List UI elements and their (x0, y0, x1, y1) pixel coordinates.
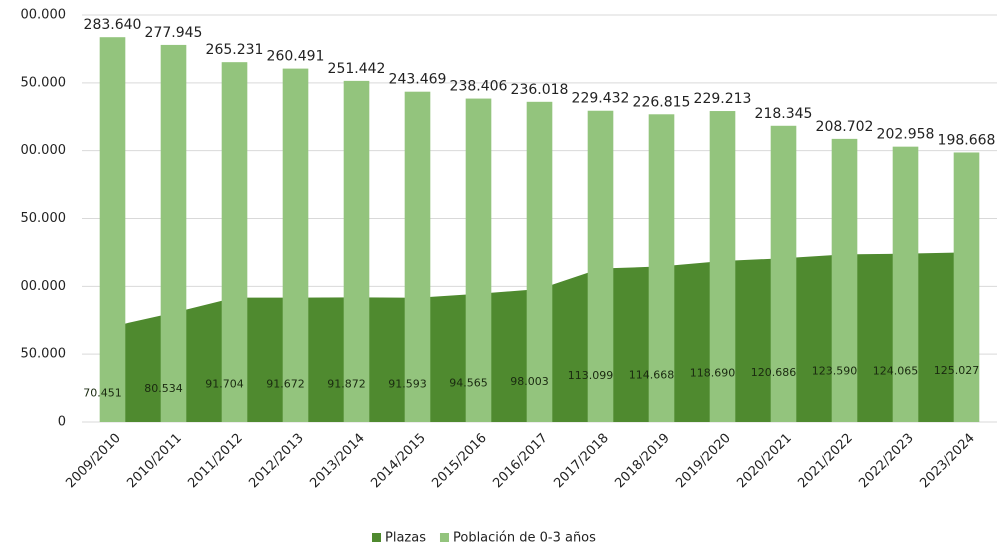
x-tick-label: 2009/2010 (63, 431, 124, 492)
y-tick-label: 50.000 (21, 211, 67, 226)
x-tick-label: 2018/2019 (612, 431, 673, 492)
area-value-label: 123.590 (812, 365, 858, 378)
y-tick-label: 0 (58, 415, 66, 430)
bar (282, 68, 309, 423)
x-tick-label: 2017/2018 (551, 431, 612, 492)
bar (770, 125, 797, 422)
y-tick-label: 50.000 (21, 347, 67, 362)
x-tick-label: 2015/2016 (429, 431, 490, 492)
area-value-label: 70.451 (83, 386, 122, 399)
area-value-label: 114.668 (629, 368, 675, 381)
bar (709, 111, 736, 422)
bar (343, 80, 370, 423)
bar-value-label: 208.702 (816, 119, 874, 135)
x-tick-label: 2020/2021 (734, 431, 795, 492)
area-value-label: 91.672 (266, 378, 305, 391)
legend-swatch (372, 533, 381, 542)
bar-value-label: 202.958 (877, 127, 935, 143)
y-tick-label: 50.000 (21, 75, 67, 90)
area-value-label: 91.704 (205, 378, 244, 391)
y-tick-label: 00.000 (21, 8, 67, 23)
area-value-label: 124.065 (873, 365, 919, 378)
bar (221, 62, 248, 422)
area-value-label: 94.565 (449, 377, 488, 390)
bar-value-label: 226.815 (633, 94, 691, 110)
x-tick-label: 2010/2011 (124, 431, 185, 492)
y-tick-label: 00.000 (21, 143, 67, 158)
area-value-label: 118.690 (690, 367, 736, 380)
y-tick-label: 00.000 (21, 279, 67, 294)
bar (587, 110, 614, 423)
area-value-label: 113.099 (568, 369, 614, 382)
area-value-label: 91.872 (327, 378, 366, 391)
area-value-label: 80.534 (144, 382, 183, 395)
bar (953, 152, 980, 422)
bar-value-label: 238.406 (450, 79, 508, 95)
bar (404, 91, 431, 422)
bar (648, 114, 675, 422)
bar (160, 44, 187, 422)
bar-value-label: 260.491 (267, 49, 325, 65)
area-value-label: 91.593 (388, 378, 427, 391)
bar (892, 146, 919, 423)
area-value-label: 125.027 (934, 364, 980, 377)
x-tick-label: 2013/2014 (307, 431, 368, 492)
bar-value-label: 229.213 (694, 91, 752, 107)
area-value-label: 98.003 (510, 375, 549, 388)
x-tick-label: 2011/2012 (185, 431, 246, 492)
bar-value-label: 251.442 (328, 61, 386, 77)
x-tick-label: 2023/2024 (917, 431, 978, 492)
x-tick-label: 2014/2015 (368, 431, 429, 492)
bar-value-label: 229.432 (572, 91, 630, 107)
bar-value-label: 198.668 (938, 132, 996, 148)
bar-value-label: 265.231 (206, 42, 264, 58)
bar-value-label: 277.945 (145, 25, 203, 41)
legend-label: Plazas (385, 531, 426, 546)
bar-value-label: 243.469 (389, 72, 447, 88)
x-tick-label: 2012/2013 (246, 431, 307, 492)
bar-value-label: 236.018 (511, 82, 569, 98)
x-tick-label: 2022/2023 (856, 431, 917, 492)
bar (465, 98, 492, 422)
legend-label: Población de 0-3 años (453, 531, 596, 546)
bar-value-label: 283.640 (84, 17, 142, 33)
x-tick-label: 2019/2020 (673, 431, 734, 492)
bar (526, 101, 553, 422)
area-value-label: 120.686 (751, 366, 797, 379)
bar (831, 138, 858, 422)
x-tick-label: 2016/2017 (490, 431, 551, 492)
x-tick-label: 2021/2022 (795, 431, 856, 492)
bar-value-label: 218.345 (755, 106, 813, 122)
bar (99, 37, 126, 422)
legend-swatch (439, 533, 449, 542)
